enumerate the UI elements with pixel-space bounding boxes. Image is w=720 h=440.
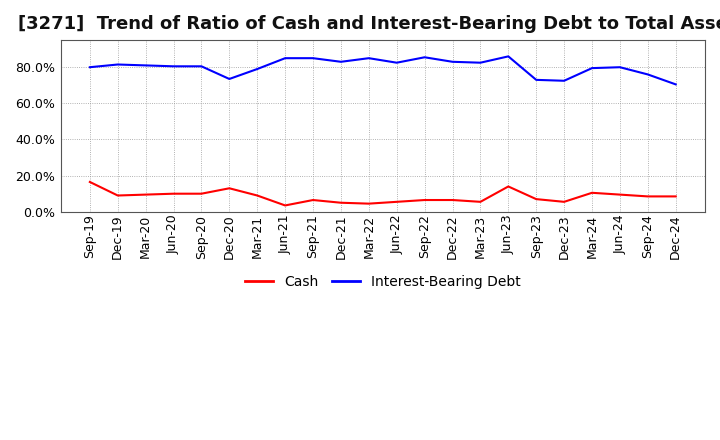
Cash [364, 201, 373, 206]
Cash [225, 186, 234, 191]
Interest-Bearing Debt [588, 66, 596, 71]
Cash [644, 194, 652, 199]
Cash [392, 199, 401, 205]
Interest-Bearing Debt [532, 77, 541, 83]
Interest-Bearing Debt [281, 55, 289, 61]
Interest-Bearing Debt [337, 59, 346, 64]
Cash [420, 198, 429, 203]
Cash [86, 180, 94, 185]
Cash [114, 193, 122, 198]
Interest-Bearing Debt [114, 62, 122, 67]
Line: Interest-Bearing Debt: Interest-Bearing Debt [90, 56, 675, 84]
Interest-Bearing Debt [449, 59, 457, 64]
Cash [141, 192, 150, 197]
Interest-Bearing Debt [644, 72, 652, 77]
Cash [337, 200, 346, 205]
Interest-Bearing Debt [253, 66, 261, 72]
Interest-Bearing Debt [309, 55, 318, 61]
Cash [616, 192, 624, 197]
Cash [504, 184, 513, 189]
Cash [253, 193, 261, 198]
Interest-Bearing Debt [504, 54, 513, 59]
Cash [197, 191, 206, 196]
Interest-Bearing Debt [197, 64, 206, 69]
Interest-Bearing Debt [86, 65, 94, 70]
Interest-Bearing Debt [364, 55, 373, 61]
Interest-Bearing Debt [225, 76, 234, 81]
Interest-Bearing Debt [671, 82, 680, 87]
Interest-Bearing Debt [169, 64, 178, 69]
Cash [309, 198, 318, 203]
Cash [588, 190, 596, 195]
Cash [169, 191, 178, 196]
Interest-Bearing Debt [141, 63, 150, 68]
Line: Cash: Cash [90, 182, 675, 205]
Cash [559, 199, 568, 205]
Cash [449, 198, 457, 203]
Cash [281, 203, 289, 208]
Interest-Bearing Debt [559, 78, 568, 84]
Cash [476, 199, 485, 205]
Interest-Bearing Debt [420, 55, 429, 60]
Interest-Bearing Debt [616, 65, 624, 70]
Legend: Cash, Interest-Bearing Debt: Cash, Interest-Bearing Debt [239, 269, 526, 294]
Cash [532, 197, 541, 202]
Cash [671, 194, 680, 199]
Interest-Bearing Debt [392, 60, 401, 65]
Title: [3271]  Trend of Ratio of Cash and Interest-Bearing Debt to Total Assets: [3271] Trend of Ratio of Cash and Intere… [18, 15, 720, 33]
Interest-Bearing Debt [476, 60, 485, 65]
